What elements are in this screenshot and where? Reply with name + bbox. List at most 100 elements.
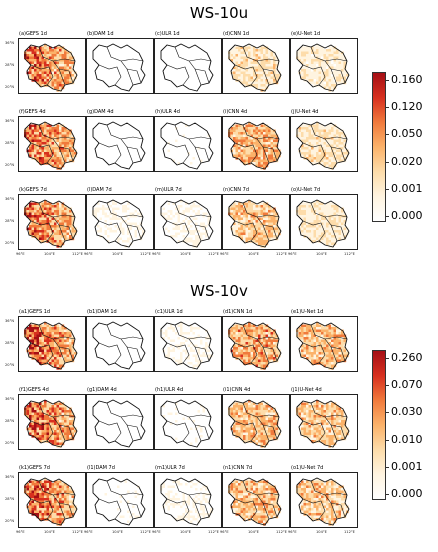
- heat-cell: [304, 57, 307, 60]
- heat-cell: [263, 365, 266, 368]
- heat-cell: [173, 135, 176, 138]
- heat-cell: [233, 350, 236, 353]
- heat-cell: [44, 69, 47, 72]
- heat-cell: [32, 140, 35, 143]
- heat-cell: [205, 64, 208, 67]
- heat-cell: [299, 132, 302, 135]
- heat-cell: [329, 238, 332, 241]
- heat-cell: [62, 340, 65, 343]
- heat-cell: [34, 57, 37, 60]
- heat-cell: [54, 77, 57, 80]
- heat-cell: [107, 215, 110, 218]
- heat-cell: [319, 52, 322, 55]
- heat-cell: [304, 152, 307, 155]
- heat-cell: [62, 150, 65, 153]
- heat-cell: [258, 327, 261, 330]
- heat-cell: [203, 345, 206, 348]
- heat-cell: [268, 64, 271, 67]
- heat-cell: [173, 342, 176, 345]
- heat-cell: [188, 52, 191, 55]
- heat-cell: [326, 54, 329, 57]
- heat-cell: [190, 362, 193, 365]
- heat-cell: [34, 49, 37, 52]
- heat-cell: [54, 52, 57, 55]
- heat-cell: [336, 140, 339, 143]
- heat-cell: [180, 230, 183, 233]
- heatmap-svg: [19, 195, 86, 250]
- heat-cell: [178, 233, 181, 236]
- heat-cell: [39, 235, 42, 238]
- heat-cell: [47, 208, 50, 211]
- heat-cell: [180, 125, 183, 128]
- heat-cell: [62, 327, 65, 330]
- heat-cell: [183, 350, 186, 353]
- heat-cell: [238, 135, 241, 138]
- heat-cell: [37, 147, 40, 150]
- heat-cell: [248, 332, 251, 335]
- heat-cell: [57, 135, 60, 138]
- heat-cell: [326, 330, 329, 333]
- heat-cell: [188, 160, 191, 163]
- heat-cell: [64, 54, 67, 57]
- heat-cell: [246, 225, 249, 228]
- heatmap-svg: [87, 117, 154, 172]
- heat-cell: [47, 127, 50, 130]
- heat-cell: [42, 340, 45, 343]
- heat-cell: [34, 332, 37, 335]
- heat-cell: [319, 225, 322, 228]
- heat-cell: [52, 132, 55, 135]
- heat-cell: [203, 350, 206, 353]
- heat-cell: [39, 157, 42, 160]
- heat-cell: [321, 335, 324, 338]
- heat-cell: [200, 330, 203, 333]
- heat-cell: [273, 62, 276, 65]
- heat-cell: [125, 155, 128, 158]
- heat-cell: [304, 337, 307, 340]
- heat-cell: [341, 213, 344, 216]
- heat-cell: [180, 228, 183, 231]
- heatmap-svg: [87, 317, 154, 372]
- heat-cell: [127, 210, 130, 213]
- heat-cell: [170, 59, 173, 62]
- y-tick-label: 36°N: [5, 41, 14, 45]
- heat-cell: [195, 220, 198, 223]
- heat-cell: [34, 72, 37, 75]
- heat-cell: [261, 130, 264, 133]
- heat-cell: [198, 72, 201, 75]
- heat-cell: [188, 342, 191, 345]
- map-panel: [222, 194, 290, 250]
- heat-cell: [105, 213, 108, 216]
- heat-cell: [120, 213, 123, 216]
- heat-cell: [193, 130, 196, 133]
- heat-cell: [170, 150, 173, 153]
- heat-cell: [208, 74, 211, 77]
- heat-cell: [54, 365, 57, 368]
- heat-cell: [168, 57, 171, 60]
- heat-cell: [32, 127, 35, 130]
- heat-cell: [185, 340, 188, 343]
- heat-cell: [336, 332, 339, 335]
- heat-cell: [329, 57, 332, 60]
- heat-cell: [200, 140, 203, 143]
- heat-cell: [243, 64, 246, 67]
- heat-cell: [304, 205, 307, 208]
- heat-cell: [263, 210, 266, 213]
- heat-cell: [64, 220, 67, 223]
- heat-cell: [54, 347, 57, 350]
- heat-cell: [54, 152, 57, 155]
- heat-cell: [238, 132, 241, 135]
- heat-cell: [49, 74, 52, 77]
- heat-cell: [241, 147, 244, 150]
- heat-cell: [246, 215, 249, 218]
- heat-cell: [185, 205, 188, 208]
- heat-cell: [248, 147, 251, 150]
- heat-cell: [334, 52, 337, 55]
- heat-cell: [185, 140, 188, 143]
- heat-cell: [52, 332, 55, 335]
- heat-cell: [251, 325, 254, 328]
- heat-cell: [263, 335, 266, 338]
- heat-cell: [200, 130, 203, 133]
- heat-cell: [170, 230, 173, 233]
- heat-cell: [110, 238, 113, 241]
- heat-cell: [173, 79, 176, 82]
